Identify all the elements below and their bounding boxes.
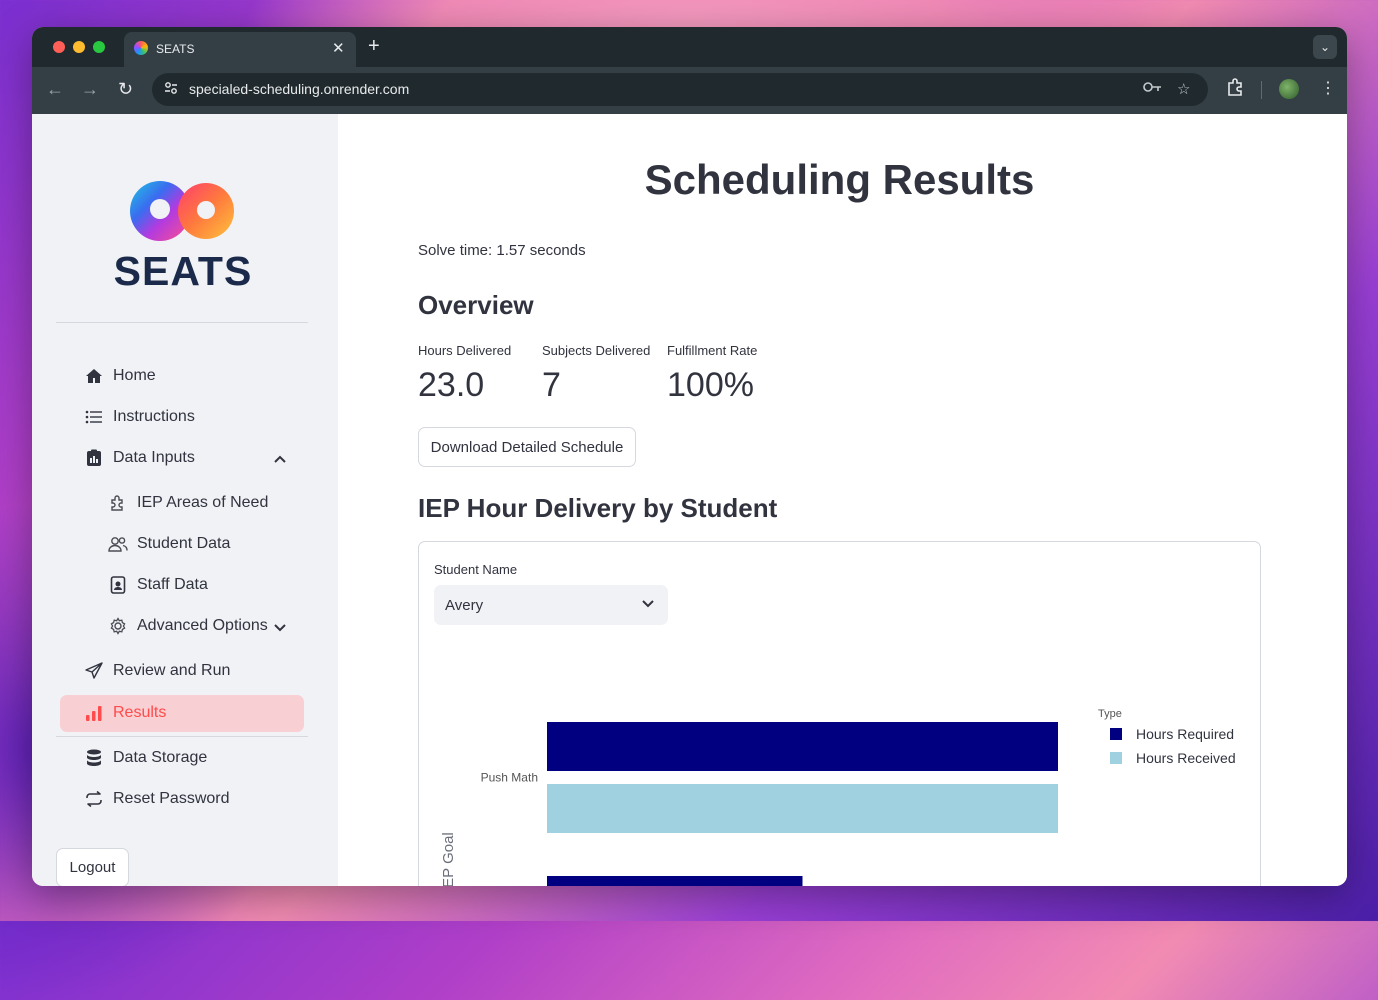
logout-button[interactable]: Logout	[56, 848, 129, 886]
chart-legend-swatch	[1110, 752, 1122, 764]
toolbar-divider	[1261, 81, 1262, 99]
reload-icon[interactable]: ↻	[118, 79, 134, 99]
metric-label: Subjects Delivered	[542, 343, 651, 358]
favicon-icon	[134, 41, 148, 55]
close-window-button[interactable]	[53, 41, 65, 53]
profile-avatar[interactable]	[1279, 79, 1299, 99]
chart-category-label: Push Math	[481, 771, 538, 785]
browser-menu-icon[interactable]: ⋮	[1320, 80, 1336, 97]
student-select[interactable]: Avery	[434, 585, 668, 625]
puzzle-icon	[108, 494, 128, 512]
chart-bar	[547, 876, 803, 886]
chevron-up-icon[interactable]	[274, 452, 286, 466]
chart-legend-label: Hours Received	[1136, 750, 1236, 766]
site-settings-icon[interactable]	[164, 81, 178, 98]
sidebar-item-student-data[interactable]: Student Data	[108, 527, 230, 561]
gear-icon	[108, 617, 128, 635]
minimize-window-button[interactable]	[73, 41, 85, 53]
browser-window: SEATS ✕ + ⌄ ← → ↻ specialed-scheduling.o…	[32, 27, 1347, 886]
sidebar-item-label: Results	[113, 704, 167, 721]
extensions-icon[interactable]	[1226, 78, 1244, 101]
sidebar-item-label: Reset Password	[113, 790, 230, 807]
student-select-value: Avery	[445, 597, 484, 614]
seats-logo-icon	[130, 181, 234, 241]
sidebar-item-results[interactable]: Results	[84, 696, 166, 730]
bookmark-star-icon[interactable]: ☆	[1177, 81, 1191, 98]
chevron-down-icon[interactable]	[274, 621, 286, 635]
solve-time-text: Solve time: 1.57 seconds	[418, 242, 586, 259]
sidebar-item-label: Student Data	[137, 535, 231, 552]
metric-value: 7	[542, 366, 561, 404]
metric-label: Fulfillment Rate	[667, 343, 758, 358]
chart-legend-label: Hours Required	[1136, 726, 1234, 742]
sidebar-item-label: Review and Run	[113, 662, 231, 679]
iep-delivery-chart: Push Math IEP Goal Type Hours Required Hours…	[440, 708, 1236, 886]
chart-bar	[547, 722, 1058, 771]
forward-arrow-icon[interactable]: →	[81, 79, 99, 99]
password-key-icon[interactable]	[1142, 80, 1162, 98]
sidebar-item-iep-areas[interactable]: IEP Areas of Need	[108, 486, 268, 520]
sidebar-item-staff-data[interactable]: Staff Data	[108, 568, 208, 602]
sidebar: SEATS Home Instructions Data Inputs	[32, 114, 338, 886]
chart-legend-swatch	[1110, 728, 1122, 740]
clipboard-icon	[84, 449, 104, 467]
address-bar[interactable]: specialed-scheduling.onrender.com ☆	[152, 73, 1208, 106]
tab-search-chevron-icon[interactable]: ⌄	[1313, 35, 1337, 59]
sidebar-item-instructions[interactable]: Instructions	[84, 400, 195, 434]
sidebar-item-label: Staff Data	[137, 576, 208, 593]
sidebar-divider	[56, 736, 308, 737]
maximize-window-button[interactable]	[93, 41, 105, 53]
main-content: Scheduling Results Solve time: 1.57 seco…	[338, 114, 1347, 886]
chart-legend-title: Type	[1098, 708, 1122, 720]
close-tab-icon[interactable]: ✕	[332, 40, 345, 57]
bar-chart-icon	[84, 705, 104, 721]
refresh-icon	[84, 791, 104, 807]
metric-label: Hours Delivered	[418, 343, 512, 358]
metric-value: 23.0	[418, 366, 485, 404]
send-icon	[84, 662, 104, 680]
database-icon	[84, 749, 104, 767]
chart-bar	[547, 784, 1058, 833]
sidebar-divider	[56, 322, 308, 323]
chart-panel: Student Name Avery Push Math IEP Goal Type…	[418, 541, 1261, 886]
student-select-label: Student Name	[434, 562, 518, 577]
sidebar-item-home[interactable]: Home	[84, 359, 156, 393]
sidebar-item-advanced-options[interactable]: Advanced Options	[108, 609, 268, 643]
chevron-down-icon	[642, 597, 654, 611]
page-title: Scheduling Results	[644, 156, 1035, 203]
home-icon	[84, 368, 104, 384]
tab-strip: SEATS ✕ + ⌄	[32, 27, 1347, 67]
sidebar-item-label: Advanced Options	[137, 617, 268, 634]
iep-delivery-heading: IEP Hour Delivery by Student	[418, 493, 778, 523]
download-schedule-button[interactable]: Download Detailed Schedule	[418, 427, 636, 467]
list-icon	[84, 410, 104, 424]
id-badge-icon	[108, 576, 128, 594]
logo-text: SEATS	[113, 248, 253, 294]
sidebar-item-label: IEP Areas of Need	[137, 494, 269, 511]
sidebar-item-review-and-run[interactable]: Review and Run	[84, 654, 230, 688]
back-arrow-icon[interactable]: ←	[46, 79, 64, 99]
sidebar-item-data-storage[interactable]: Data Storage	[84, 741, 207, 775]
sidebar-item-label: Data Storage	[113, 749, 208, 766]
overview-heading: Overview	[418, 290, 534, 320]
sidebar-item-label: Data Inputs	[113, 449, 195, 466]
tab-title: SEATS	[156, 42, 195, 56]
metric-value: 100%	[667, 366, 754, 404]
browser-tab[interactable]: SEATS ✕	[124, 32, 356, 67]
sidebar-item-data-inputs[interactable]: Data Inputs	[84, 441, 195, 475]
browser-toolbar: ← → ↻ specialed-scheduling.onrender.com …	[32, 67, 1347, 114]
new-tab-icon[interactable]: +	[368, 35, 380, 57]
people-icon	[108, 536, 128, 552]
sidebar-item-reset-password[interactable]: Reset Password	[84, 782, 230, 816]
chart-y-axis-label: IEP Goal	[440, 832, 457, 886]
sidebar-item-label: Instructions	[113, 408, 195, 425]
url-text: specialed-scheduling.onrender.com	[189, 81, 410, 97]
sidebar-item-label: Home	[113, 367, 156, 384]
